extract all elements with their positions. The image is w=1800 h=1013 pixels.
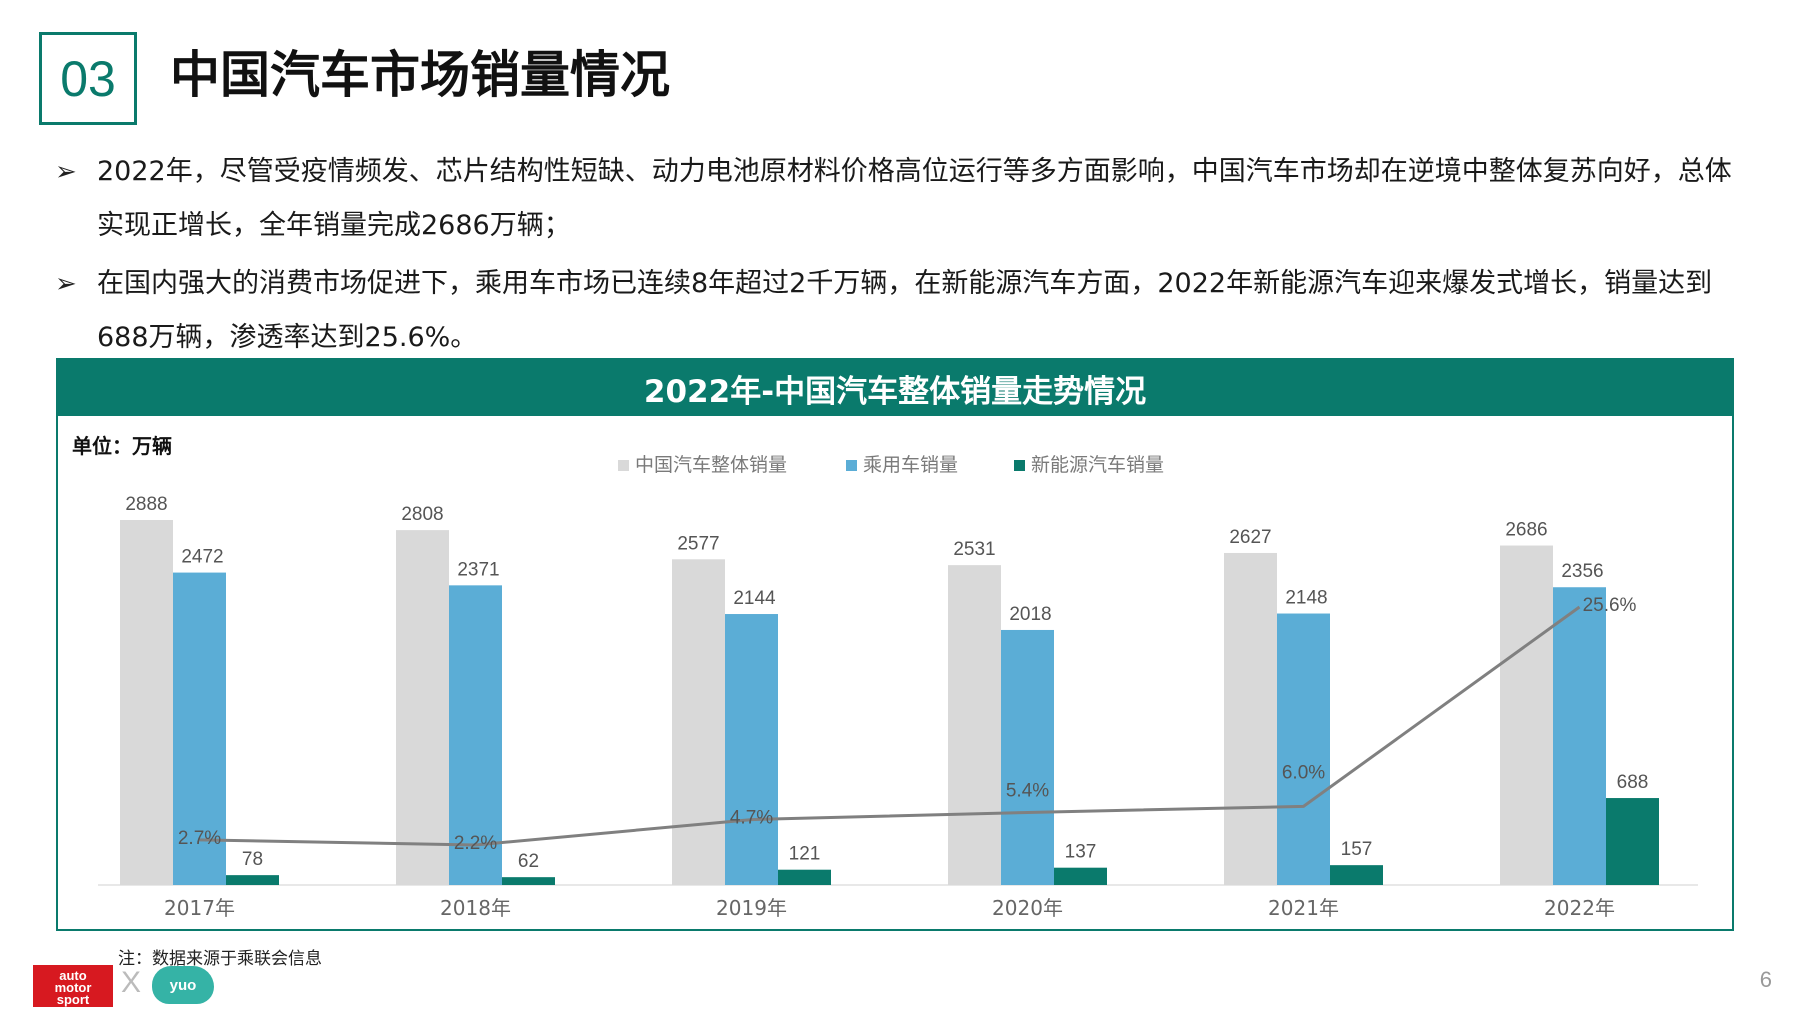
chart-title: 2022年-中国汽车整体销量走势情况	[58, 360, 1732, 416]
arrow-bullet-icon: ➢	[55, 157, 77, 187]
bar	[120, 520, 173, 885]
x-tick-label: 2022年	[1544, 896, 1615, 920]
data-label: 2531	[953, 539, 995, 560]
page-number: 6	[1759, 967, 1772, 992]
data-label: 2808	[401, 504, 443, 525]
bullet-item: ➢ 2022年，尽管受疫情频发、芯片结构性短缺、动力电池原材料价格高位运行等多方…	[55, 145, 1755, 253]
line-data-label: 6.0%	[1282, 762, 1325, 783]
bar	[396, 530, 449, 885]
bar	[1054, 867, 1107, 885]
bar	[1224, 552, 1277, 885]
bar	[778, 869, 831, 885]
bullet-text: 在国内强大的消费市场促进下，乘用车市场已连续8年超过2千万辆，在新能源汽车方面，…	[97, 268, 1713, 353]
line-data-label: 2.7%	[178, 828, 221, 849]
bullet-list: ➢ 2022年，尽管受疫情频发、芯片结构性短缺、动力电池原材料价格高位运行等多方…	[55, 145, 1755, 369]
legend-label: 中国汽车整体销量	[635, 454, 787, 476]
data-label: 688	[1617, 772, 1649, 793]
line-data-label: 25.6%	[1583, 595, 1637, 616]
line-data-label: 5.4%	[1006, 780, 1049, 801]
partner-logo: yuo	[152, 966, 214, 1004]
data-label: 2686	[1505, 520, 1547, 541]
line-data-label: 2.2%	[454, 833, 497, 854]
bar	[1330, 865, 1383, 885]
bar	[502, 877, 555, 885]
bar	[449, 585, 502, 885]
bar	[1500, 545, 1553, 885]
bar	[1277, 613, 1330, 885]
data-label: 2888	[125, 494, 167, 515]
legend-swatch	[1014, 460, 1025, 471]
bullet-text: 2022年，尽管受疫情频发、芯片结构性短缺、动力电池原材料价格高位运行等多方面影…	[97, 156, 1732, 241]
x-tick-label: 2021年	[1268, 896, 1339, 920]
auto-motor-sport-logo: auto motor sport	[33, 965, 113, 1007]
data-label: 2356	[1561, 561, 1603, 582]
data-label: 2144	[733, 588, 776, 609]
penetration-rate-line	[199, 605, 1581, 847]
bullet-item: ➢ 在国内强大的消费市场促进下，乘用车市场已连续8年超过2千万辆，在新能源汽车方…	[55, 257, 1755, 365]
bar	[672, 559, 725, 885]
page-title: 中国汽车市场销量情况	[170, 46, 670, 104]
line-data-label: 4.7%	[730, 808, 773, 829]
sales-chart: 中国汽车整体销量 乘用车销量 新能源汽车销量 2888 2472 78 2017年 2808 2…	[98, 454, 1698, 920]
bar	[226, 875, 279, 885]
data-label: 2472	[181, 547, 223, 568]
bar	[1606, 798, 1659, 885]
section-number: 03	[39, 32, 137, 125]
data-label: 2371	[457, 559, 499, 580]
data-label: 2018	[1009, 604, 1051, 625]
bar	[173, 572, 226, 885]
source-note: 注：数据来源于乘联会信息	[118, 949, 322, 969]
x-tick-label: 2020年	[992, 896, 1063, 920]
chart-panel: 2022年-中国汽车整体销量走势情况 单位：万辆 中国汽车整体销量 乘用车销量 新能…	[56, 358, 1734, 931]
data-label: 137	[1065, 842, 1097, 863]
logo-separator: X	[121, 966, 142, 999]
bar	[725, 614, 778, 885]
unit-label: 单位：万辆	[72, 434, 172, 458]
data-label: 2627	[1229, 527, 1271, 548]
x-tick-label: 2019年	[716, 896, 787, 920]
x-tick-label: 2017年	[164, 896, 235, 920]
legend-swatch	[618, 460, 629, 471]
data-label: 2577	[677, 533, 719, 554]
data-label: 62	[518, 851, 539, 872]
bar	[1001, 629, 1054, 885]
bar	[1553, 587, 1606, 885]
arrow-bullet-icon: ➢	[55, 269, 77, 299]
x-tick-label: 2018年	[440, 896, 511, 920]
data-label: 2148	[1285, 588, 1327, 609]
data-label: 121	[789, 844, 821, 865]
legend-label: 新能源汽车销量	[1031, 454, 1164, 476]
legend-swatch	[846, 460, 857, 471]
data-label: 78	[242, 849, 263, 870]
data-label: 157	[1341, 839, 1373, 860]
bar	[948, 565, 1001, 885]
legend-label: 乘用车销量	[863, 454, 958, 476]
